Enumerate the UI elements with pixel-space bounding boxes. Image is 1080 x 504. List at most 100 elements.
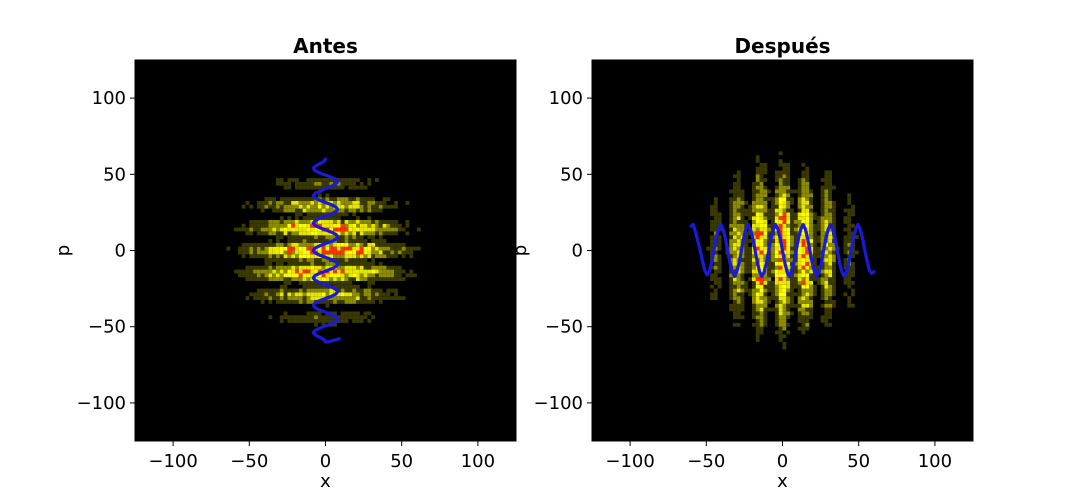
heatmap-cell [733,250,737,255]
heatmap-cell [409,250,414,255]
heatmap-cell [276,246,280,251]
heatmap-cell [371,235,376,240]
heatmap-cell [755,159,760,163]
heatmap-cell [253,269,257,274]
heatmap-cell [295,185,299,190]
heatmap-cell [729,223,734,228]
heatmap-cell [801,208,806,213]
heatmap-cell [797,284,802,289]
heatmap-cell [828,303,833,308]
heatmap-cell [287,223,292,228]
heatmap-cell [340,300,345,304]
heatmap-cell [325,242,330,247]
heatmap-cell [276,273,280,278]
heatmap-cell [314,212,318,217]
heatmap-cell [843,281,848,285]
heatmap-cell [797,315,802,320]
heatmap-cell [340,292,345,297]
heatmap-cell [340,231,345,236]
heatmap-cell [352,231,357,236]
heatmap-cell [329,250,334,255]
heatmap-cell [310,258,315,262]
heatmap-cell [325,273,330,278]
heatmap-cell [272,246,277,251]
heatmap-cell [774,204,779,209]
x-tick-label: −100 [605,451,654,472]
heatmap-cell [394,288,398,293]
heatmap-cell [759,216,764,221]
heatmap-cell [752,292,756,297]
heatmap-cell [298,201,303,205]
heatmap-cell [774,250,779,255]
heatmap-cell [744,208,749,213]
heatmap-cell [809,216,814,221]
heatmap-cell [790,288,794,293]
heatmap-cell [317,315,322,320]
heatmap-cell [352,239,357,243]
heatmap-cell [352,242,357,247]
heatmap-cell [298,292,303,297]
heatmap-cell [329,181,334,186]
heatmap-cell [755,155,760,160]
heatmap-cell [710,273,714,278]
heatmap-cell [348,197,353,202]
heatmap-cell [763,189,768,194]
heatmap-cell [824,189,829,194]
heatmap-cell [786,193,791,198]
heatmap-cell [306,227,311,232]
heatmap-cell [356,250,360,255]
heatmap-cell [329,261,334,266]
heatmap-cell [843,216,848,221]
heatmap-cell [264,258,269,262]
heatmap-cell [801,201,806,205]
heatmap-cell [759,162,764,167]
heatmap-cell [314,178,318,182]
heatmap-cell [329,300,334,304]
heatmap-cell [298,212,303,217]
heatmap-cell [394,254,398,259]
heatmap-cell [283,231,288,236]
heatmap-cell [797,273,802,278]
heatmap-cell [314,311,318,316]
heatmap-cell [763,277,768,282]
heatmap-cell [771,288,775,293]
heatmap-cell [310,254,315,259]
heatmap-cell [824,319,829,323]
heatmap-cell [245,250,250,255]
heatmap-cell [363,227,368,232]
heatmap-cell [763,162,768,167]
heatmap-cell [805,227,810,232]
heatmap-cell [790,292,794,297]
heatmap-cell [253,292,257,297]
heatmap-cell [295,254,299,259]
heatmap-cell [774,197,779,202]
heatmap-cell [283,246,288,251]
heatmap-cell [733,197,737,202]
heatmap-cell [237,227,242,232]
heatmap-cell [809,204,814,209]
heatmap-cell [763,311,768,316]
heatmap-cell [748,292,753,297]
heatmap-cell [344,269,349,274]
heatmap-cell [363,231,368,236]
heatmap-cell [378,201,383,205]
heatmap-cell [786,242,791,247]
heatmap-cell [367,227,372,232]
heatmap-cell [805,246,810,251]
heatmap-cell [786,185,791,190]
heatmap-cell [778,322,783,327]
heatmap-cell [752,307,756,312]
heatmap-cell [782,185,787,190]
heatmap-cell [306,292,311,297]
heatmap-cell [241,242,246,247]
heatmap-cell [356,269,360,274]
heatmap-cell [759,307,764,312]
heatmap-cell [344,311,349,316]
heatmap-cell [813,258,817,262]
heatmap-cell [809,307,814,312]
heatmap-cell [291,265,296,270]
heatmap-cell [828,250,833,255]
heatmap-cell [260,201,265,205]
heatmap-cell [409,273,414,278]
heatmap-cell [843,220,848,224]
